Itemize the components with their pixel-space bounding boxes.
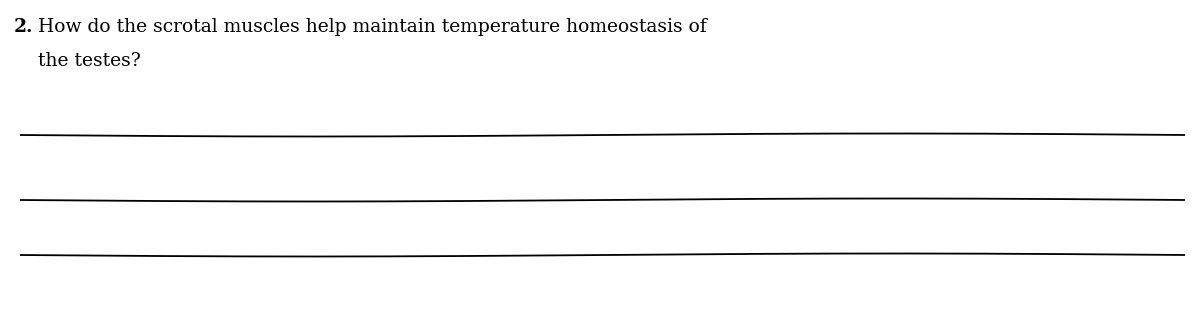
Text: 2.: 2. bbox=[14, 18, 34, 36]
Text: the testes?: the testes? bbox=[38, 52, 140, 70]
Text: How do the scrotal muscles help maintain temperature homeostasis of: How do the scrotal muscles help maintain… bbox=[38, 18, 707, 36]
